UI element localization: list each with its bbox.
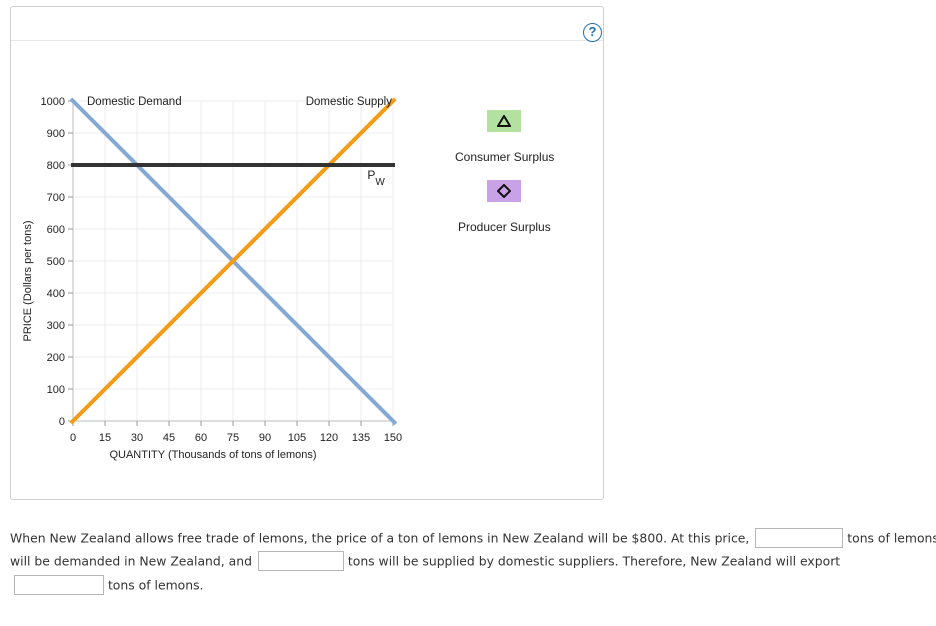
y-tick-label: 1000 — [41, 96, 65, 108]
x-axis-label: QUANTITY (Thousands of tons of lemons) — [109, 449, 316, 461]
y-tick-label: 300 — [47, 320, 65, 332]
question-text-part-1: When New Zealand allows free trade of le… — [10, 530, 750, 546]
x-tick-label: 120 — [320, 432, 338, 444]
x-tick-label: 15 — [99, 432, 111, 444]
question-text-part-5: tons of lemons. — [107, 577, 204, 593]
x-tick-label: 135 — [352, 432, 370, 444]
exports-input[interactable] — [14, 575, 104, 595]
x-tick-label: 45 — [163, 432, 175, 444]
x-tick-label: 0 — [70, 432, 76, 444]
y-axis-label: PRICE (Dollars per tons) — [22, 220, 34, 341]
graph-panel: ? 0 100 200 300 400 500 600 700 800 900 1000 0 15 30 4… — [10, 6, 604, 500]
world-price-label-subscript: W — [375, 177, 385, 188]
triangle-icon — [497, 115, 511, 127]
y-tick-label: 400 — [47, 288, 65, 300]
x-tick-label: 105 — [288, 432, 306, 444]
y-tick-label: 200 — [47, 352, 65, 364]
y-tick-label: 800 — [47, 160, 65, 172]
x-tick-label: 90 — [259, 432, 271, 444]
domestic-supply-line[interactable] — [69, 97, 397, 425]
panel-toolbar — [11, 7, 603, 41]
question-line-1: When New Zealand allows free trade of le… — [10, 528, 936, 548]
question-text-part-4: tons will be supplied by domestic suppli… — [347, 553, 841, 569]
question-mark-icon: ? — [588, 24, 597, 39]
y-tick-label: 100 — [47, 384, 65, 396]
question-line-3: tons of lemons. — [14, 575, 204, 595]
quantity-demanded-input[interactable] — [755, 528, 844, 548]
consumer-surplus-label: Consumer Surplus — [455, 150, 555, 164]
domestic-supply-label: Domestic Supply — [306, 96, 393, 108]
consumer-surplus-tool[interactable] — [487, 110, 521, 132]
y-tick-label: 500 — [47, 256, 65, 268]
y-tick-label: 600 — [47, 224, 65, 236]
producer-surplus-label: Producer Surplus — [458, 220, 551, 234]
supply-demand-graph[interactable]: 0 100 200 300 400 500 600 700 800 900 1000 0 15 30 45 6… — [11, 7, 605, 501]
world-price-label: P — [367, 168, 375, 182]
y-tick-label: 700 — [47, 192, 65, 204]
axes: 0 100 200 300 400 500 600 700 800 900 1000 0 15 30 45 6… — [41, 96, 403, 444]
x-tick-label: 150 — [384, 432, 402, 444]
y-tick-label: 0 — [59, 416, 65, 428]
y-tick-label: 900 — [47, 128, 65, 140]
x-tick-label: 30 — [131, 432, 143, 444]
question-line-2: will be demanded in New Zealand, and ton… — [10, 551, 840, 571]
producer-surplus-tool[interactable] — [487, 180, 521, 202]
question-text-part-3: will be demanded in New Zealand, and — [10, 553, 252, 569]
quantity-supplied-input[interactable] — [257, 551, 344, 571]
question-text-part-2: tons of lemons — [847, 530, 936, 546]
help-button[interactable]: ? — [583, 23, 602, 42]
graph-labels: QUANTITY (Thousands of tons of lemons) PR… — [22, 96, 392, 461]
diamond-icon — [497, 184, 511, 198]
x-tick-label: 75 — [227, 432, 239, 444]
domestic-demand-label: Domestic Demand — [87, 96, 182, 108]
series[interactable] — [69, 97, 398, 426]
x-tick-label: 60 — [195, 432, 207, 444]
